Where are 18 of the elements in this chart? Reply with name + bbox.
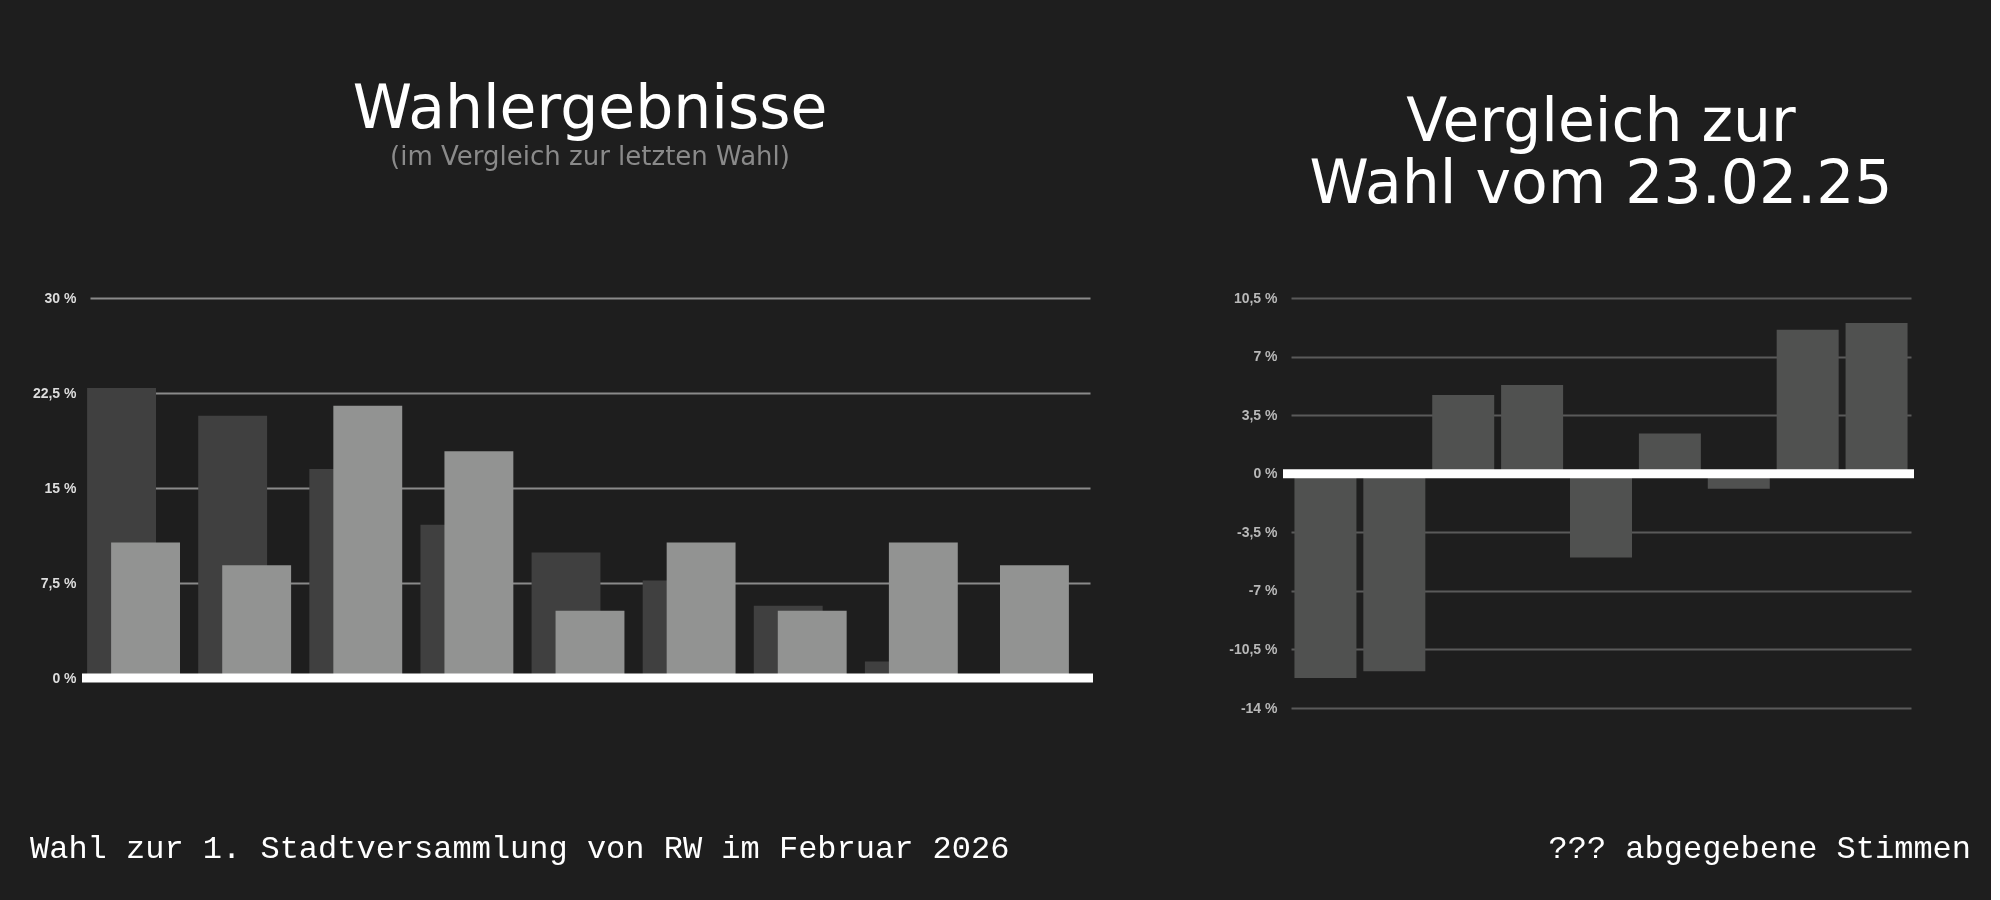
- chart-title: Wahlergebnisse: [352, 72, 828, 142]
- y-tick-label: 22,5 %: [32, 384, 78, 401]
- y-tick-label: -7 %: [1248, 582, 1279, 599]
- y-tick-label: -10,5 %: [1229, 640, 1279, 657]
- y-tick-label: 3,5 %: [1241, 406, 1279, 423]
- y-tick-label: 0 %: [52, 669, 78, 686]
- y-tick-label: 7,5 %: [40, 574, 78, 591]
- y-tick-label: -3,5 %: [1237, 523, 1279, 540]
- y-tick-label: -14 %: [1240, 699, 1279, 716]
- chart-subtitle: (im Vergleich zur letzten Wahl): [390, 141, 790, 171]
- text: Wahl zur 1. Stadtversammlung von RW im Februar 2026: [30, 831, 1010, 868]
- y-tick-label: 7 %: [1253, 348, 1279, 365]
- y-tick-label: 30 %: [44, 289, 78, 306]
- y-tick-label: 0 %: [1253, 465, 1279, 482]
- y-tick-label: 15 %: [44, 479, 78, 496]
- y-tick-label: 10,5 %: [1233, 289, 1279, 306]
- text: ??? abgegebene Stimmen: [1548, 831, 1971, 868]
- chart-title: Vergleich zur Wahl vom 23.02.25: [1309, 85, 1893, 217]
